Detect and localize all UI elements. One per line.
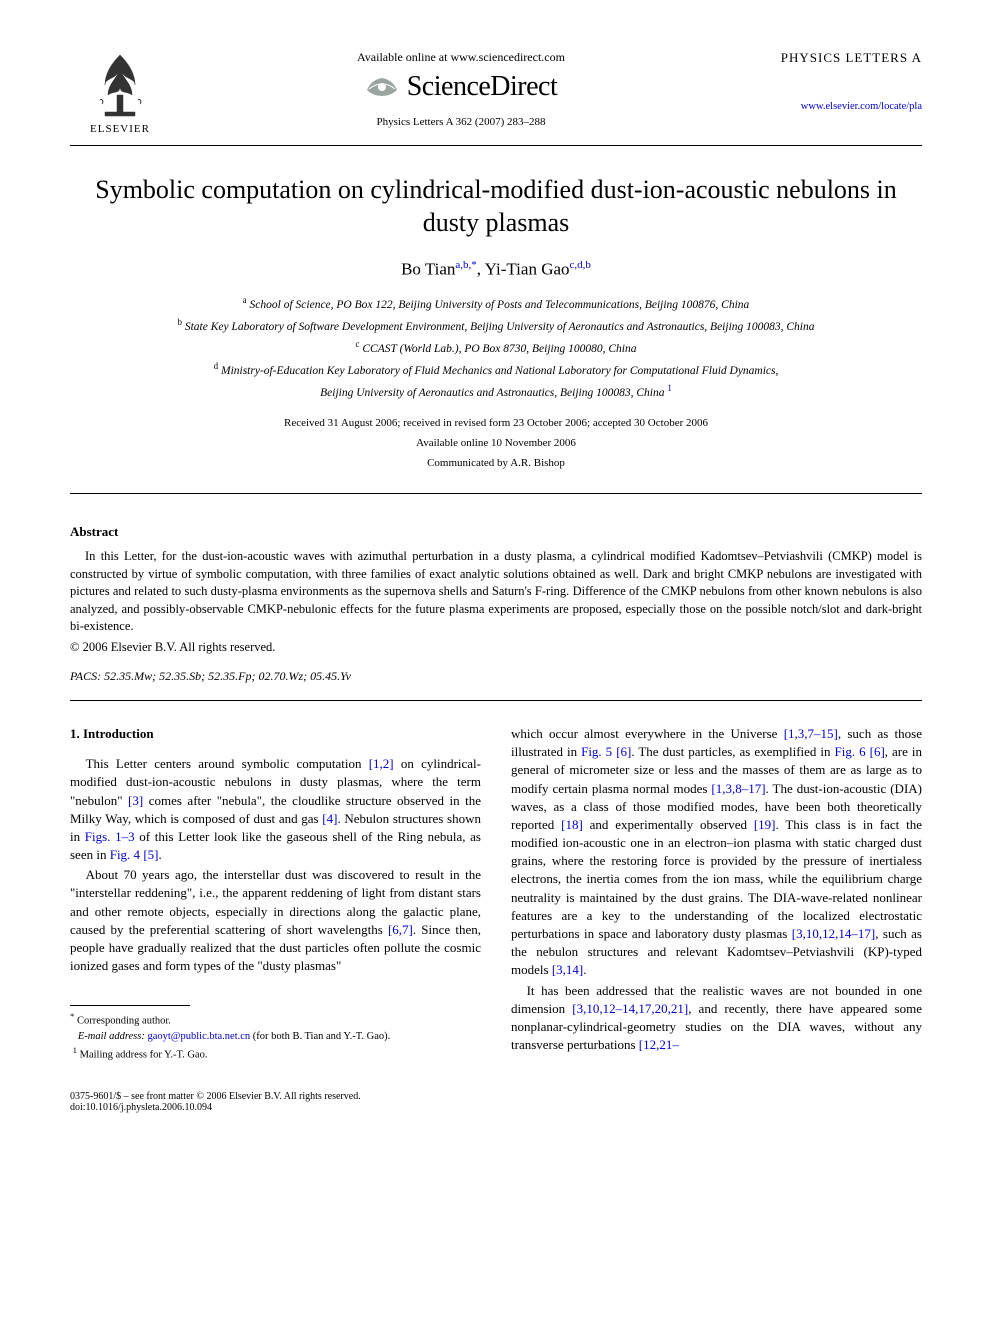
abstract-text: In this Letter, for the dust-ion-acousti…	[70, 548, 922, 636]
communicated-by: Communicated by A.R. Bishop	[70, 454, 922, 474]
author-1-affil-sup[interactable]: a,b,*	[455, 259, 476, 271]
citation-link[interactable]: [3,10,12,14–17]	[792, 926, 875, 941]
elsevier-tree-icon	[90, 50, 150, 120]
center-header: Available online at www.sciencedirect.co…	[170, 50, 752, 128]
affiliation-a: a School of Science, PO Box 122, Beijing…	[70, 294, 922, 314]
footnote-rule	[70, 1005, 190, 1006]
citation-link[interactable]: [1,3,7–15]	[784, 726, 838, 741]
citation-link[interactable]: [6,7]	[388, 922, 413, 937]
email-link[interactable]: gaoyt@public.bta.net.cn	[147, 1031, 250, 1042]
paragraph: which occur almost everywhere in the Uni…	[511, 725, 922, 980]
citation-text: Physics Letters A 362 (2007) 283–288	[190, 116, 732, 128]
citation-link[interactable]: [3,10,12–14,17,20,21]	[572, 1001, 688, 1016]
journal-name: PHYSICS LETTERS A	[752, 50, 922, 66]
citation-link[interactable]: [3,14]	[552, 962, 583, 977]
page-header: ELSEVIER Available online at www.science…	[70, 50, 922, 135]
abstract-copyright: © 2006 Elsevier B.V. All rights reserved…	[70, 640, 922, 655]
left-column: 1. Introduction This Letter centers arou…	[70, 725, 481, 1064]
footer-doi: doi:10.1016/j.physleta.2006.10.094	[70, 1102, 361, 1113]
pacs-line: PACS: 52.35.Mw; 52.35.Sb; 52.35.Fp; 02.7…	[70, 669, 922, 684]
footer-left: 0375-9601/$ – see front matter © 2006 El…	[70, 1091, 361, 1113]
elsevier-logo-block: ELSEVIER	[70, 50, 170, 135]
abstract-bottom-rule	[70, 700, 922, 701]
abstract-top-rule	[70, 493, 922, 494]
author-2-name: Yi-Tian Gao	[485, 260, 570, 279]
sciencedirect-icon	[365, 70, 399, 104]
author-2-affil-sup[interactable]: c,d,b	[570, 259, 591, 271]
citation-link[interactable]: [12,21–	[639, 1037, 679, 1052]
journal-column: PHYSICS LETTERS A www.elsevier.com/locat…	[752, 50, 922, 112]
citation-link[interactable]: [3]	[128, 793, 143, 808]
figure-link[interactable]: Fig. 6	[835, 744, 866, 759]
author-1-name: Bo Tian	[401, 260, 455, 279]
sciencedirect-text: ScienceDirect	[407, 71, 558, 103]
citation-link[interactable]: [18]	[561, 817, 583, 832]
paragraph: It has been addressed that the realistic…	[511, 982, 922, 1055]
abstract-heading: Abstract	[70, 524, 922, 540]
journal-url-link[interactable]: www.elsevier.com/locate/pla	[752, 101, 922, 112]
paragraph: This Letter centers around symbolic comp…	[70, 755, 481, 864]
affiliation-d-line2: Beijing University of Aeronautics and As…	[70, 382, 922, 402]
affiliation-b: b State Key Laboratory of Software Devel…	[70, 316, 922, 336]
citation-link[interactable]: [5]	[143, 847, 158, 862]
paragraph: About 70 years ago, the interstellar dus…	[70, 866, 481, 975]
footnote-email: E-mail address: gaoyt@public.bta.net.cn …	[70, 1030, 481, 1045]
pacs-label: PACS:	[70, 669, 101, 683]
citation-link[interactable]: [1,3,8–17]	[711, 781, 765, 796]
top-rule	[70, 145, 922, 146]
citation-link[interactable]: [19]	[754, 817, 776, 832]
dates-block: Received 31 August 2006; received in rev…	[70, 414, 922, 473]
article-title: Symbolic computation on cylindrical-modi…	[70, 174, 922, 239]
figure-link[interactable]: Fig. 5	[581, 744, 612, 759]
body-columns: 1. Introduction This Letter centers arou…	[70, 725, 922, 1064]
figure-link[interactable]: Figs. 1–3	[85, 829, 135, 844]
received-date: Received 31 August 2006; received in rev…	[70, 414, 922, 434]
affiliation-d-line1: d Ministry-of-Education Key Laboratory o…	[70, 360, 922, 380]
citation-link[interactable]: [1,2]	[369, 756, 394, 771]
pacs-codes: 52.35.Mw; 52.35.Sb; 52.35.Fp; 02.70.Wz; …	[104, 669, 351, 683]
citation-link[interactable]: [6]	[870, 744, 885, 759]
authors-line: Bo Tiana,b,*, Yi-Tian Gaoc,d,b	[70, 259, 922, 280]
affiliation-c: c CCAST (World Lab.), PO Box 8730, Beiji…	[70, 338, 922, 358]
elsevier-label: ELSEVIER	[90, 123, 150, 135]
figure-link[interactable]: Fig. 4	[110, 847, 140, 862]
footer-issn: 0375-9601/$ – see front matter © 2006 El…	[70, 1091, 361, 1102]
footnote-mailing: 1 Mailing address for Y.-T. Gao.	[70, 1044, 481, 1063]
available-online-text: Available online at www.sciencedirect.co…	[190, 50, 732, 65]
citation-link[interactable]: [4]	[322, 811, 337, 826]
section-1-heading: 1. Introduction	[70, 725, 481, 743]
right-column: which occur almost everywhere in the Uni…	[511, 725, 922, 1064]
page-footer: 0375-9601/$ – see front matter © 2006 El…	[70, 1091, 922, 1113]
footnote-corresponding: * Corresponding author.	[70, 1010, 481, 1029]
sciencedirect-logo: ScienceDirect	[190, 70, 732, 104]
citation-link[interactable]: [6]	[616, 744, 631, 759]
available-date: Available online 10 November 2006	[70, 434, 922, 454]
